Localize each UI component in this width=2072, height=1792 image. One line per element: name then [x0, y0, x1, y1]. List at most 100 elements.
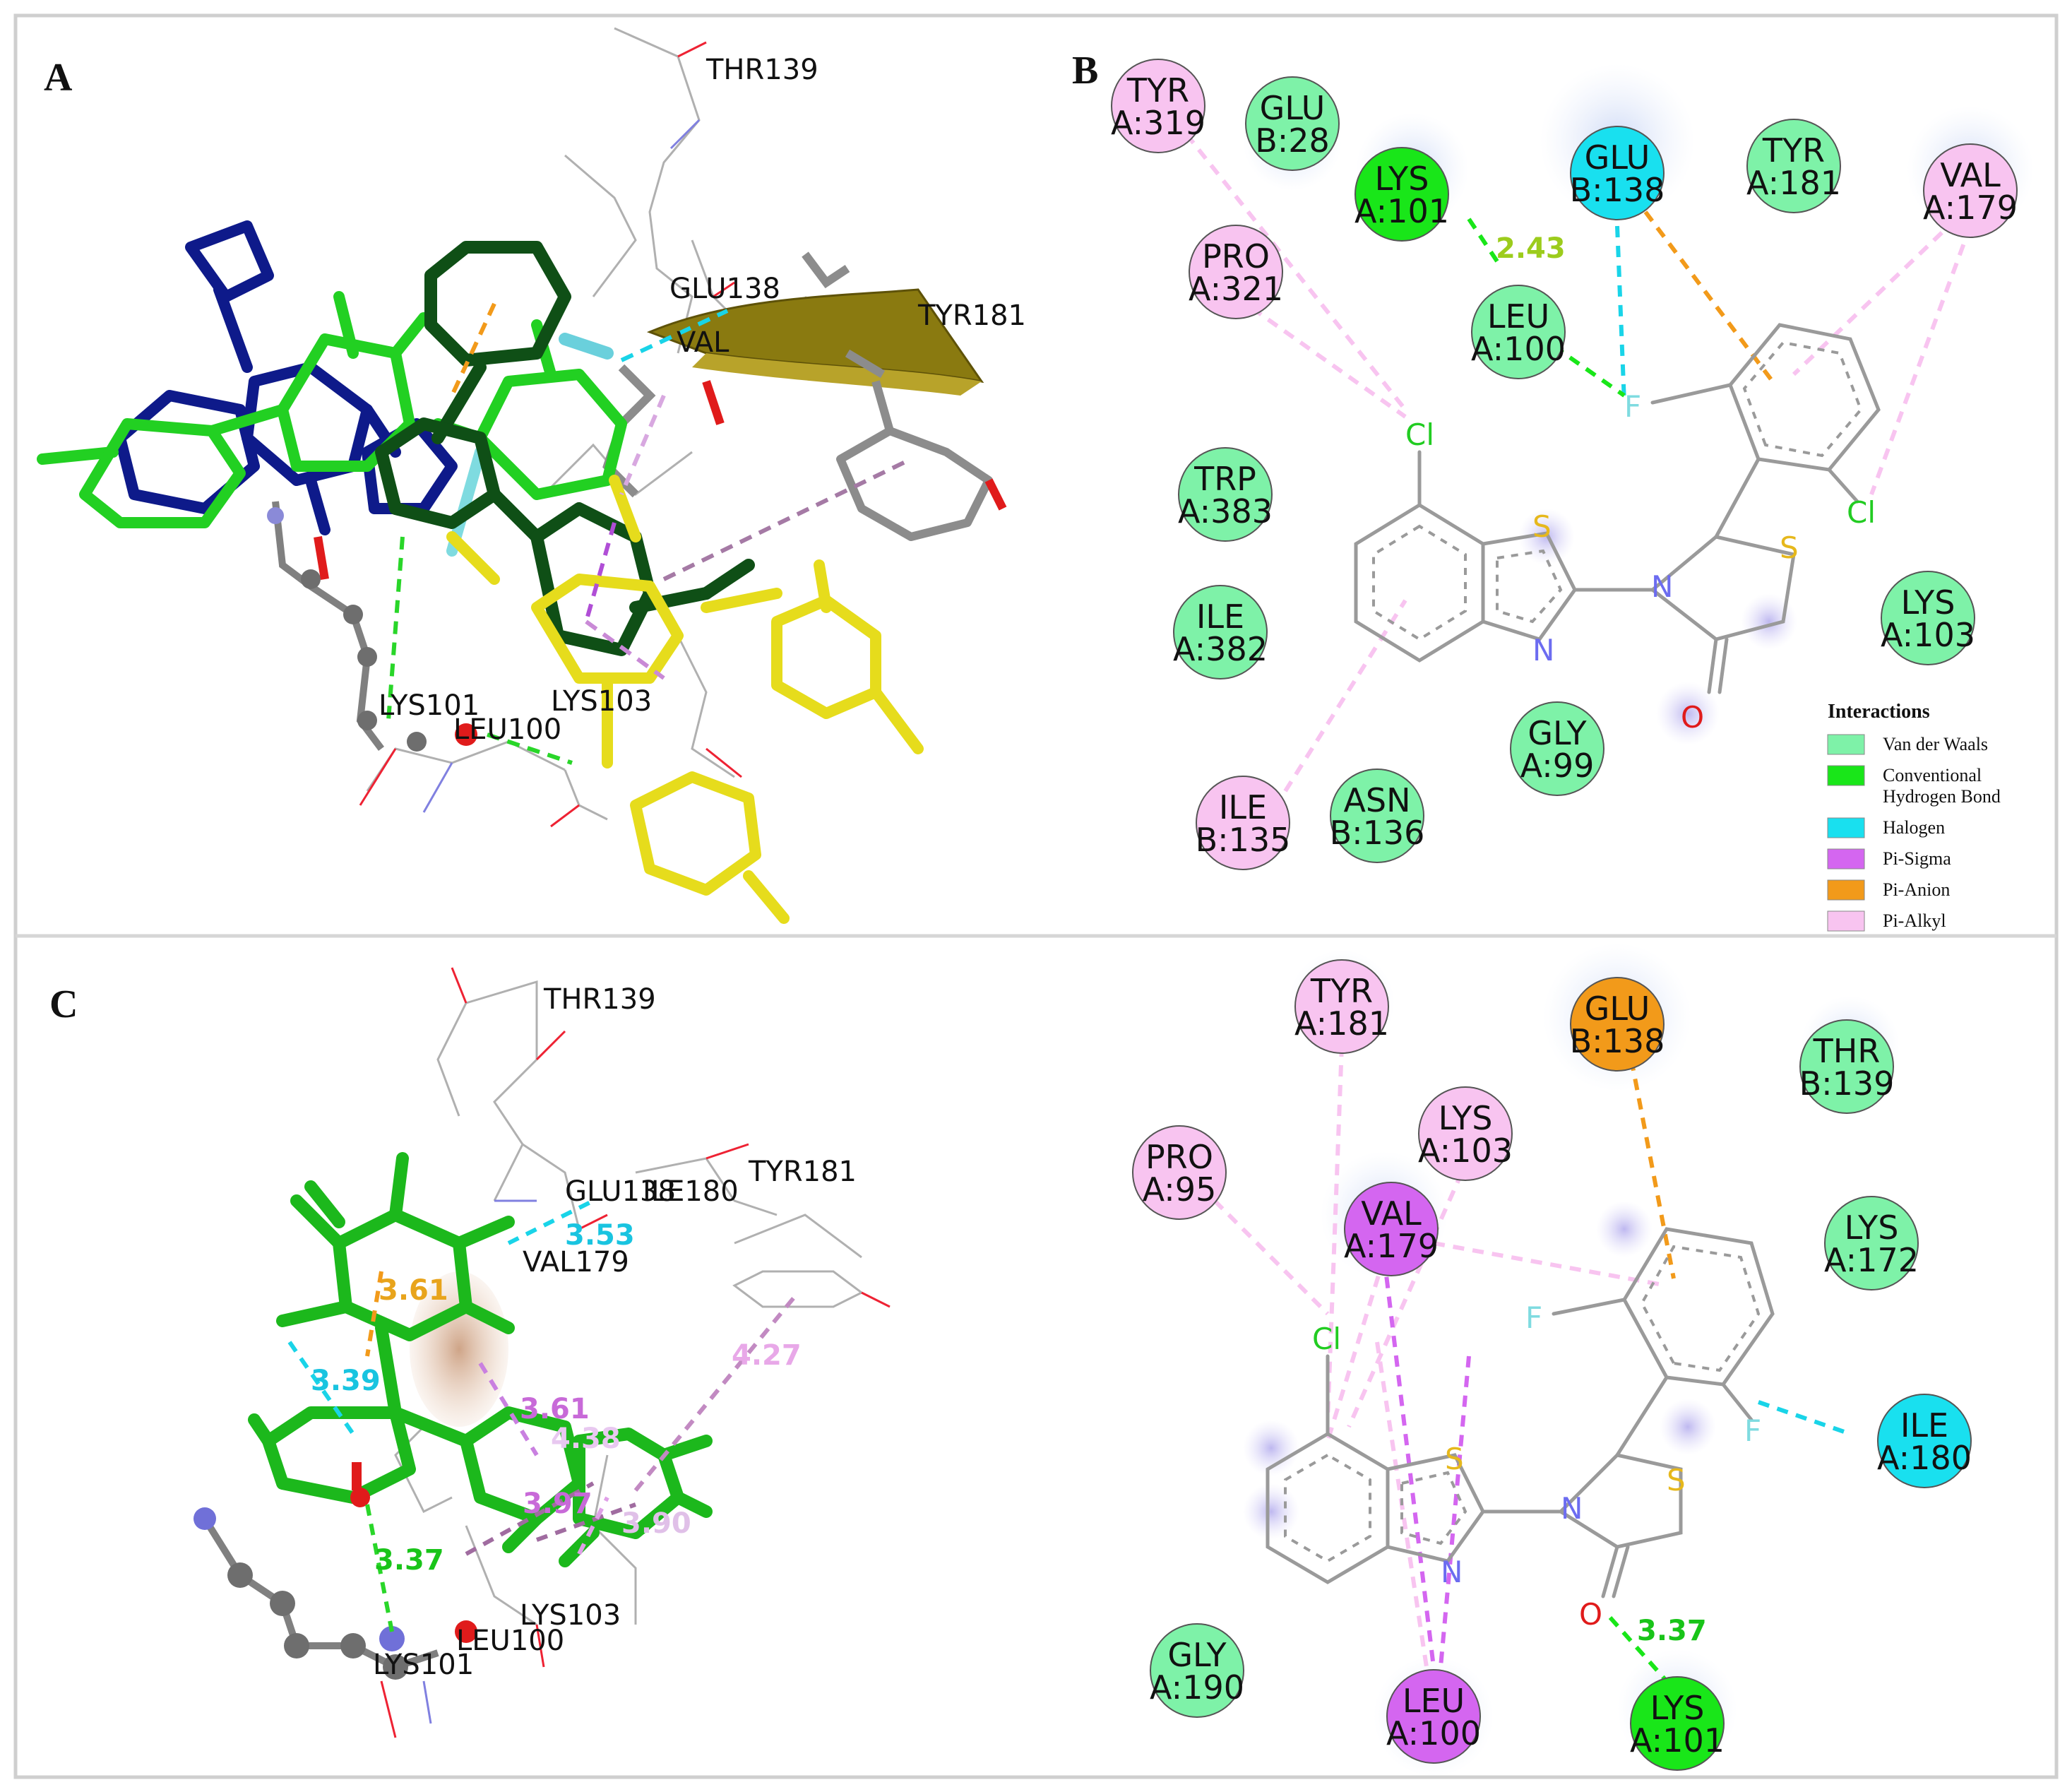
b-residue-tyr-a-181 — [1746, 119, 1841, 213]
d-residue-chain: A:101 — [1630, 1721, 1725, 1760]
legend-swatch-0 — [1827, 734, 1865, 755]
b-residue-chain: B:136 — [1330, 814, 1425, 852]
b-residue-name: TYR — [1126, 71, 1189, 109]
label-lys103-c: LYS103 — [520, 1599, 621, 1632]
distance-label-d: 3.37 — [1637, 1615, 1707, 1647]
label-lys103-a: LYS103 — [551, 685, 652, 718]
label-leu100-a: LEU100 — [453, 713, 561, 746]
d-residue-chain: A:180 — [1877, 1439, 1972, 1477]
b-residue-name: ILE — [1219, 788, 1267, 826]
panel-d-ligand: Cl S S N N O F F — [1266, 1227, 1775, 1632]
d-residue-val-a-179 — [1344, 1182, 1439, 1276]
b-residue-gly-a-99 — [1510, 701, 1604, 796]
b-residue-name: LYS — [1901, 583, 1955, 622]
b-residue-name: GLU — [1585, 138, 1650, 177]
legend-label-2: Halogen — [1883, 817, 1945, 838]
legend-label-1: Conventional — [1883, 765, 1982, 785]
distance-c-8: 4.38 — [551, 1423, 621, 1455]
b-residue-chain: A:181 — [1746, 164, 1841, 202]
atom-n2-d: N — [1561, 1491, 1583, 1526]
atom-cl-d: Cl — [1312, 1322, 1341, 1356]
ligand-yellow — [446, 475, 924, 924]
d-residue-name: LYS — [1650, 1689, 1705, 1727]
legend-swatch-5 — [1827, 910, 1865, 932]
d-residue-chain: A:172 — [1824, 1241, 1919, 1279]
b-residue-chain: A:103 — [1881, 616, 1975, 654]
b-residue-chain: A:179 — [1923, 189, 2018, 227]
legend-label-5: Pi-Alkyl — [1883, 910, 1946, 931]
lys101-ball-stick-c — [193, 1507, 477, 1680]
b-residue-name: LYS — [1375, 160, 1429, 198]
distance-label-b: 2.43 — [1496, 232, 1566, 265]
label-val-a: VAL — [677, 326, 730, 359]
panel-letter-a: A — [44, 56, 73, 100]
distance-c-6: 3.90 — [621, 1507, 691, 1540]
d-residue-name: GLY — [1167, 1636, 1227, 1674]
legend-label-4: Pi-Anion — [1883, 879, 1950, 900]
d-residue-chain: A:181 — [1294, 1004, 1389, 1043]
d-residue-name: THR — [1813, 1032, 1881, 1070]
atom-o-b: O — [1681, 700, 1704, 735]
b-residue-ile-a-382 — [1173, 585, 1268, 680]
interactions-legend: Interactions Van der Waals ConventionalHy… — [1827, 701, 2001, 932]
b-residue-name: ILE — [1196, 598, 1244, 636]
distance-c-5: 4.27 — [732, 1339, 802, 1372]
d-residue-pro-a-95 — [1132, 1125, 1227, 1220]
d-residue-name: ILE — [1900, 1406, 1948, 1444]
b-residue-chain: A:383 — [1178, 492, 1273, 530]
distance-c-0: 3.53 — [565, 1219, 635, 1252]
distance-c-2: 3.37 — [374, 1544, 444, 1577]
atom-cl1-b: Cl — [1405, 417, 1434, 452]
d-residue-name: GLU — [1585, 990, 1650, 1028]
b-residue-name: TYR — [1762, 131, 1825, 170]
d-residue-name: LYS — [1439, 1099, 1493, 1137]
d-residue-leu-a-100 — [1386, 1669, 1481, 1764]
b-residue-name: ASN — [1343, 781, 1410, 819]
label-lys101-a: LYS101 — [379, 689, 480, 722]
panel-b-interactions — [1184, 133, 1972, 793]
atom-s2-d: S — [1667, 1463, 1686, 1497]
panel-b-ligand: Cl Cl S S N N O F — [1354, 323, 1881, 735]
ligand-dark-green — [375, 241, 755, 656]
panel-b: B — [1072, 49, 2034, 932]
legend-label-1-line2: Hydrogen Bond — [1883, 786, 2001, 807]
label-lys101-c: LYS101 — [373, 1649, 474, 1681]
tyr181-sidechain — [836, 349, 1007, 541]
b-residue-tyr-a-319 — [1111, 59, 1205, 153]
atom-n2-b: N — [1651, 569, 1673, 604]
distance-c-7: 3.61 — [520, 1393, 590, 1425]
atom-f1-d: F — [1525, 1300, 1542, 1335]
b-residue-name: TRP — [1193, 460, 1256, 498]
distance-c-3: 3.61 — [379, 1274, 448, 1307]
b-residue-leu-a-100 — [1471, 285, 1566, 379]
legend-title: Interactions — [1828, 701, 1930, 723]
atom-n1-b: N — [1532, 633, 1554, 667]
b-residue-chain: B:138 — [1570, 171, 1665, 209]
legend-swatch-4 — [1827, 879, 1865, 901]
label-glu138-a: GLU138 — [669, 273, 780, 305]
atom-s1-d: S — [1445, 1442, 1464, 1476]
panel-c-interactions — [287, 1199, 800, 1632]
label-ile180-c: ILE180 — [643, 1175, 739, 1208]
d-residue-gly-a-190 — [1150, 1623, 1244, 1718]
atom-f-b: F — [1624, 389, 1641, 424]
distance-c-4: 3.97 — [523, 1488, 593, 1520]
panel-letter-b: B — [1072, 49, 1098, 93]
b-residue-ile-b-135 — [1196, 776, 1290, 870]
b-residue-val-a-179 — [1923, 143, 2018, 238]
b-residue-chain: A:319 — [1111, 104, 1205, 142]
d-residue-name: LEU — [1403, 1682, 1465, 1720]
b-residue-lys-a-103 — [1881, 571, 1975, 665]
atom-s1-b: S — [1532, 509, 1552, 544]
legend-swatch-2 — [1827, 817, 1865, 838]
d-residue-ile-a-180 — [1877, 1394, 1972, 1488]
atom-o-d: O — [1579, 1597, 1602, 1632]
d-residue-chain: B:139 — [1799, 1064, 1895, 1103]
d-residue-lys-a-103 — [1418, 1086, 1513, 1181]
b-residue-pro-a-321 — [1189, 225, 1283, 319]
b-residue-chain: A:101 — [1354, 192, 1449, 230]
legend-label-0: Van der Waals — [1883, 734, 1988, 754]
